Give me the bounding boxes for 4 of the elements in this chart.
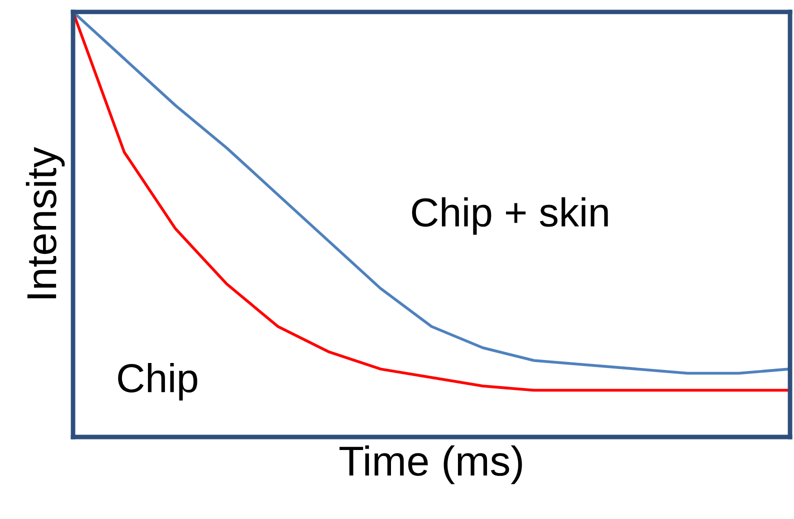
series-label: Chip + skin (412, 197, 608, 235)
x-axis-title: Time (ms) (340, 445, 522, 484)
y-axis-title: Intensity (26, 146, 65, 298)
series-label: Chip (118, 362, 198, 401)
